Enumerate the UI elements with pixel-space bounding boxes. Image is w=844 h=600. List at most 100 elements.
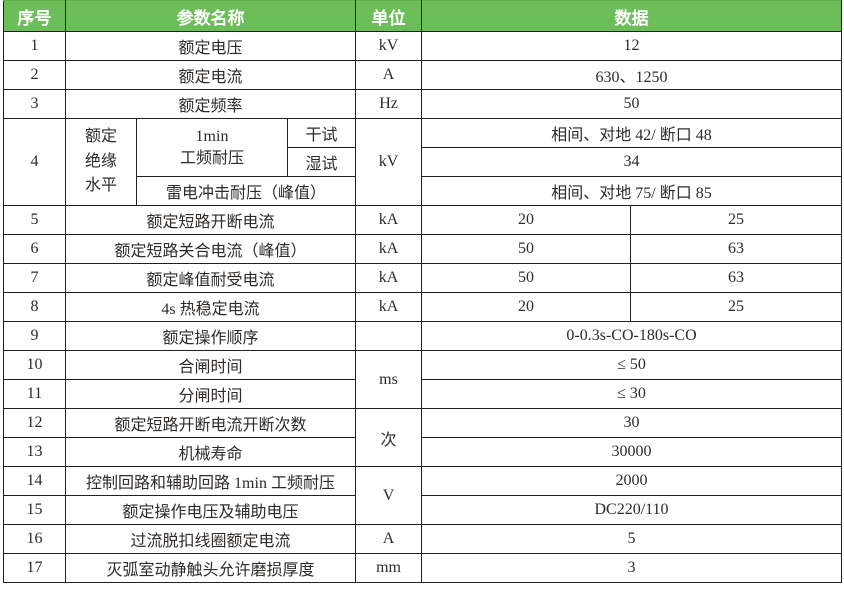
cell-data-13: 30000 (421, 437, 843, 467)
cell-seq-10: 10 (3, 350, 66, 380)
cell-data-8-left: 20 (421, 292, 632, 322)
table-row-4-lightning: 雷电冲击耐压（峰值） 相间、对地 75/ 断口 85 (4, 176, 843, 206)
pf-line: 工频耐压 (179, 149, 244, 167)
table-row-6: 6 额定短路关合电流（峰值） kA 50 63 (3, 234, 843, 264)
cell-data-7-left: 50 (421, 263, 632, 293)
cell-lightning-label: 雷电冲击耐压（峰值） (135, 176, 357, 206)
table-row-9: 9 额定操作顺序 0-0.3s-CO-180s-CO (3, 321, 843, 351)
header-row: 序号 参数名称 单位 数据 (3, 0, 843, 32)
cell-param-5: 额定短路开断电流 (64, 205, 357, 235)
table-row-5: 5 额定短路开断电流 kA 20 25 (3, 205, 843, 235)
cell-data-5-right: 25 (630, 205, 843, 235)
cell-unit-8: kA (355, 292, 423, 322)
cell-unit-17: mm (355, 553, 423, 583)
cell-unit-6: kA (355, 234, 423, 264)
table-row-10: 10 合闸时间 ms ≤ 50 (3, 350, 843, 409)
table-row-17: 17 灭弧室动静触头允许磨损厚度 mm 3 (3, 553, 843, 583)
cell-data-17: 3 (421, 553, 843, 583)
cell-unit-ms: ms (355, 350, 423, 409)
cell-power-freq-withstand: 1min 工频耐压 (136, 118, 288, 177)
cell-unit-7: kA (355, 263, 423, 293)
cell-data-2: 630、1250 (421, 60, 843, 90)
group-line: 额定 (84, 127, 117, 145)
cell-seq-1: 1 (3, 31, 66, 61)
cell-unit-2: A (355, 60, 423, 90)
cell-unit-16: A (355, 524, 423, 554)
header-seq: 序号 (3, 0, 66, 32)
cell-seq-13: 13 (3, 437, 66, 467)
cell-data-12: 30 (421, 408, 843, 438)
cell-data-6-right: 63 (630, 234, 843, 264)
cell-data-3: 50 (421, 89, 843, 119)
cell-seq-9: 9 (3, 321, 66, 351)
cell-data-15: DC220/110 (421, 495, 843, 525)
table-row-12: 12 额定短路开断电流开断次数 次 30 (3, 408, 843, 467)
group-line: 水平 (84, 177, 117, 195)
cell-param-17: 灭弧室动静触头允许磨损厚度 (64, 553, 357, 583)
cell-param-14: 控制回路和辅助回路 1min 工频耐压 (64, 466, 357, 496)
cell-seq-12: 12 (3, 408, 66, 438)
cell-param-12: 额定短路开断电流开断次数 (64, 408, 357, 438)
cell-param-8: 4s 热稳定电流 (64, 292, 357, 322)
cell-param-15: 额定操作电压及辅助电压 (64, 495, 357, 525)
table-row-3: 3 额定频率 Hz 50 (3, 89, 843, 119)
cell-insulation-group: 额定 绝缘 水平 (65, 118, 137, 206)
cell-unit-3: Hz (355, 89, 423, 119)
cell-dry-data: 相间、对地 42/ 断口 48 (421, 118, 843, 148)
cell-data-6-left: 50 (421, 234, 632, 264)
cell-data-5-left: 20 (421, 205, 632, 235)
table-row-7: 7 额定峰值耐受电流 kA 50 63 (3, 263, 843, 293)
table-row-13: 13 机械寿命 30000 (3, 437, 843, 467)
cell-unit-1: kV (355, 31, 423, 61)
header-param: 参数名称 (64, 0, 357, 32)
cell-data-9: 0-0.3s-CO-180s-CO (421, 321, 843, 351)
cell-param-2: 额定电流 (64, 60, 357, 90)
cell-seq-7: 7 (3, 263, 66, 293)
cell-dry-label: 干试 (286, 118, 357, 148)
cell-unit-9 (355, 321, 423, 351)
cell-seq-14: 14 (3, 466, 66, 496)
cell-param-10: 合闸时间 (64, 350, 357, 380)
cell-data-10: ≤ 50 (421, 350, 843, 380)
cell-lightning-data: 相间、对地 75/ 断口 85 (421, 176, 843, 206)
cell-param-6: 额定短路关合电流（峰值） (64, 234, 357, 264)
cell-wet-data: 34 (421, 147, 843, 177)
table-row-4-dry: 4 额定 绝缘 水平 1min 工频耐压 干试 kV 相间、对地 42/ 断口 … (3, 118, 843, 206)
cell-data-7-right: 63 (630, 263, 843, 293)
cell-seq-11: 11 (3, 379, 66, 409)
cell-seq-4: 4 (3, 118, 66, 206)
cell-seq-16: 16 (3, 524, 66, 554)
cell-param-1: 额定电压 (64, 31, 357, 61)
table-row-14: 14 控制回路和辅助回路 1min 工频耐压 V 2000 (3, 466, 843, 525)
cell-seq-8: 8 (3, 292, 66, 322)
spec-table: 序号 参数名称 单位 数据 1 额定电压 kV 12 2 额定电流 A 630、… (3, 0, 843, 583)
cell-wet-label: 湿试 (286, 147, 357, 177)
header-unit: 单位 (355, 0, 423, 32)
cell-seq-6: 6 (3, 234, 66, 264)
table-row-2: 2 额定电流 A 630、1250 (3, 60, 843, 90)
cell-data-1: 12 (421, 31, 843, 61)
pf-line: 1min (195, 127, 229, 145)
cell-seq-5: 5 (3, 205, 66, 235)
cell-unit-5: kA (355, 205, 423, 235)
cell-param-13: 机械寿命 (64, 437, 357, 467)
cell-data-11: ≤ 30 (421, 379, 843, 409)
table-row-16: 16 过流脱扣线圈额定电流 A 5 (3, 524, 843, 554)
cell-unit-cycles: 次 (355, 408, 423, 467)
cell-param-9: 额定操作顺序 (64, 321, 357, 351)
cell-data-14: 2000 (421, 466, 843, 496)
cell-param-16: 过流脱扣线圈额定电流 (64, 524, 357, 554)
table-row-15: 15 额定操作电压及辅助电压 DC220/110 (3, 495, 843, 525)
cell-seq-15: 15 (3, 495, 66, 525)
cell-param-3: 额定频率 (64, 89, 357, 119)
table-row-4-wet: 湿试 34 (4, 147, 843, 177)
cell-param-11: 分闸时间 (64, 379, 357, 409)
table-row-11: 11 分闸时间 ≤ 30 (3, 379, 843, 409)
cell-data-16: 5 (421, 524, 843, 554)
cell-seq-17: 17 (3, 553, 66, 583)
group-line: 绝缘 (84, 152, 117, 170)
cell-param-7: 额定峰值耐受电流 (64, 263, 357, 293)
cell-data-8-right: 25 (630, 292, 843, 322)
table-row-8: 8 4s 热稳定电流 kA 20 25 (3, 292, 843, 322)
cell-unit-4: kV (355, 118, 423, 206)
